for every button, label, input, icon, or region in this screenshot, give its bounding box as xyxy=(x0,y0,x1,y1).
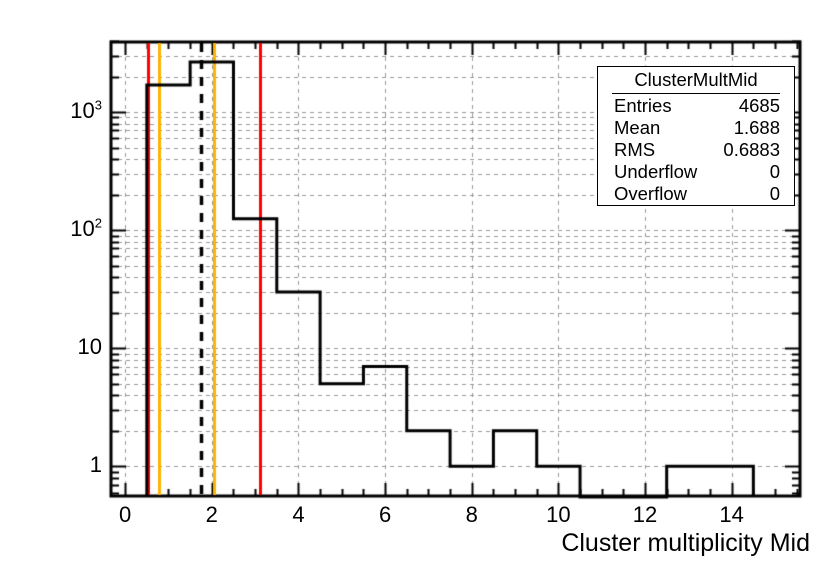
x-axis-tick-label: 0 xyxy=(119,502,132,527)
y-axis-tick-label: 102 xyxy=(70,215,102,242)
stats-row-overflow: Overflow 0 xyxy=(608,183,784,205)
stats-key: Underflow xyxy=(614,161,698,182)
stats-value: 0 xyxy=(769,161,780,182)
stats-row-entries: Entries 4685 xyxy=(608,95,784,117)
x-axis-tick-label: 10 xyxy=(546,502,571,527)
x-axis-title: Cluster multiplicity Mid xyxy=(561,529,810,557)
stats-value: 4685 xyxy=(738,95,780,116)
stats-value: 0.6883 xyxy=(723,139,780,160)
stats-box-title: ClusterMultMid xyxy=(612,69,780,94)
x-axis-tick-label: 4 xyxy=(292,502,305,527)
y-axis-tick-label: 103 xyxy=(70,97,102,124)
x-axis-tick-label: 14 xyxy=(719,502,744,527)
stats-key: RMS xyxy=(614,139,656,160)
x-axis-tick-label: 12 xyxy=(632,502,658,527)
stats-key: Entries xyxy=(614,95,672,116)
stats-row-rms: RMS 0.6883 xyxy=(608,139,784,161)
stats-row-underflow: Underflow 0 xyxy=(608,161,784,183)
y-axis-tick-label: 10 xyxy=(77,334,102,360)
stats-key: Mean xyxy=(614,117,661,138)
x-axis-tick-label: 8 xyxy=(465,502,478,527)
stats-key: Overflow xyxy=(614,183,687,204)
stats-row-mean: Mean 1.688 xyxy=(608,117,784,139)
x-axis-tick-label: 2 xyxy=(205,502,218,527)
y-axis-tick-label: 1 xyxy=(89,452,102,478)
stats-box: ClusterMultMid Entries 4685 Mean 1.688 RMS 0.… xyxy=(597,66,795,206)
x-axis-tick-label: 6 xyxy=(378,502,392,527)
stats-value: 0 xyxy=(769,183,780,204)
stats-value: 1.688 xyxy=(733,117,780,138)
